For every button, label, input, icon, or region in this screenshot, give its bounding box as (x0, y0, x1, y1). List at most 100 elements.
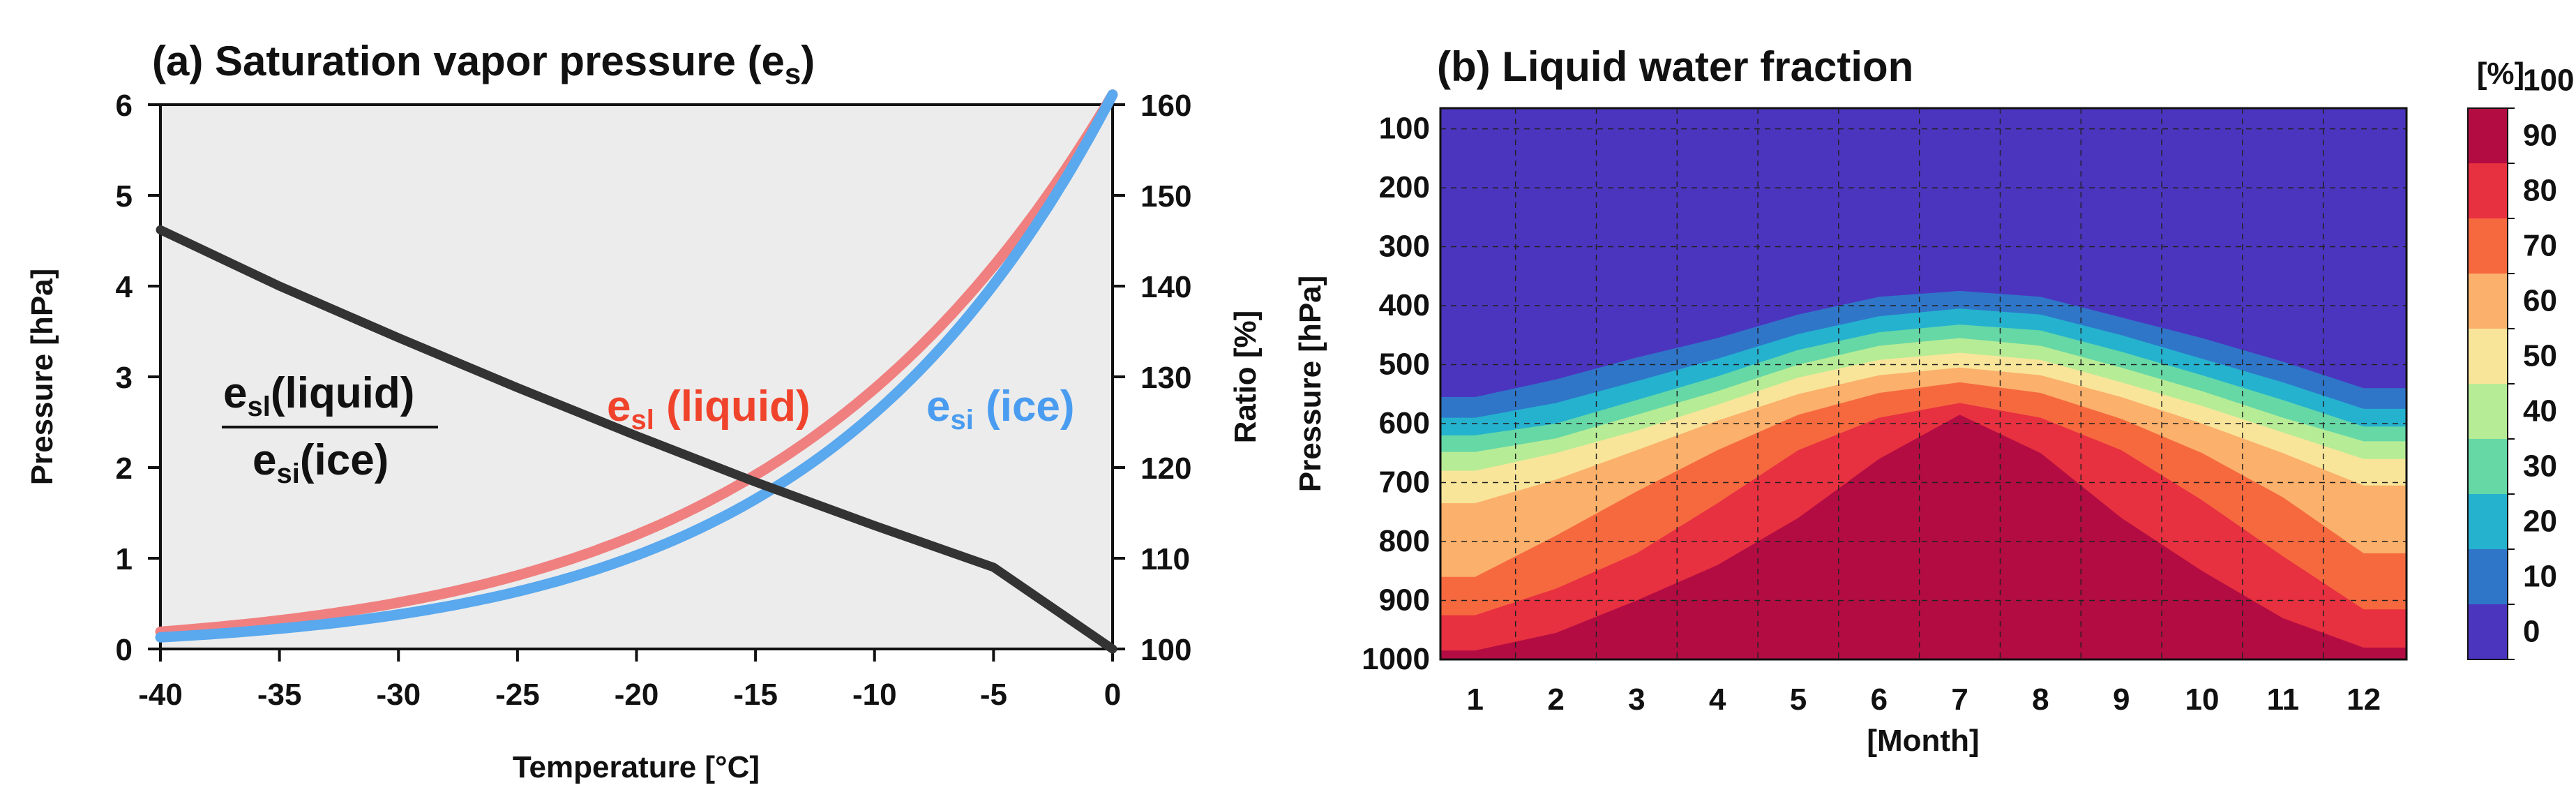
y-tick-label: 1000 (1362, 642, 1430, 676)
label-liquid-rest: (liquid) (654, 382, 811, 431)
panel-a-x-axis-label: Temperature [°C] (513, 750, 760, 784)
x-tick-label: 9 (2113, 682, 2130, 717)
panel-a-title-sub: s (785, 57, 801, 90)
colorbar-label: 90 (2523, 119, 2557, 153)
colorbar-swatch (2468, 549, 2508, 604)
panel-b-title: (b) Liquid water fraction (1437, 43, 1913, 90)
y2-tick-label: 120 (1140, 451, 1191, 486)
colorbar-swatch (2468, 439, 2508, 494)
colorbar-swatch (2468, 163, 2508, 218)
panel-a-axis-ticks: -40 -35 -30 -25 -20 -15 -10 -5 0 0 1 2 3 4 5 6 100 110 120… (116, 89, 1192, 712)
colorbar-label: 20 (2523, 505, 2557, 539)
colorbar-label: 0 (2523, 615, 2540, 649)
label-liquid-sub: sl (631, 405, 654, 435)
y-tick-label: 4 (116, 270, 133, 304)
series-liquid-line (155, 89, 1118, 637)
label-ice-sub: si (950, 405, 973, 435)
x-tick-label: 5 (1790, 682, 1807, 717)
colorbar-label: 40 (2523, 394, 2557, 428)
y2-tick-label: 160 (1140, 89, 1191, 123)
colorbar-label: 50 (2523, 339, 2557, 373)
panel-a-title-main: (a) Saturation vapor pressure (e (152, 38, 785, 84)
x-tick-label: -15 (733, 678, 778, 712)
colorbar-label: 100 (2523, 64, 2574, 98)
y-tick-label: 2 (116, 451, 133, 486)
colorbar-swatch (2468, 494, 2508, 549)
y-tick-label: 700 (1379, 465, 1430, 500)
x-tick-label: -5 (980, 678, 1007, 712)
x-tick-label: 7 (1951, 682, 1968, 717)
x-tick-label: -10 (852, 678, 897, 712)
y-tick-label: 600 (1379, 406, 1430, 440)
y-tick-label: 100 (1379, 112, 1430, 146)
panel-a-saturation-vapor-pressure: (a) Saturation vapor pressure (es) -40 -3… (25, 38, 1263, 784)
x-tick-label: 2 (1547, 682, 1564, 717)
colorbar-label: 70 (2523, 229, 2557, 263)
panel-b-grid (1440, 108, 2406, 660)
colorbar-swatch (2468, 218, 2508, 274)
x-tick-label: 8 (2032, 682, 2049, 717)
panel-b-frame (1439, 107, 2408, 661)
label-ice-rest: (ice) (974, 382, 1075, 431)
panel-a-title: (a) Saturation vapor pressure (es) (152, 38, 815, 90)
y-tick-label: 0 (116, 633, 133, 667)
x-tick-label: 3 (1628, 682, 1645, 717)
label-liquid-main: e (607, 382, 631, 431)
panel-b-y-axis-label: Pressure [hPa] (1293, 276, 1327, 493)
colorbar-label: 30 (2523, 449, 2557, 484)
y-tick-label: 6 (116, 89, 133, 123)
panel-b-liquid-water-fraction: (b) Liquid water fraction 1 2 3 4 5 6 7 8 9 10 11 1… (1293, 43, 2574, 758)
x-tick-label: 6 (1871, 682, 1888, 717)
label-ratio-num-main: e (223, 369, 247, 417)
colorbar-swatch (2468, 604, 2508, 659)
panel-a-y2-axis-label: Ratio [%] (1228, 311, 1263, 444)
y2-tick-label: 100 (1140, 633, 1191, 667)
label-liquid: esl (liquid) (607, 382, 811, 435)
series-ice-line (155, 89, 1118, 643)
x-tick-label: 4 (1709, 682, 1726, 717)
y-tick-label: 400 (1379, 288, 1430, 322)
x-tick-label: 0 (1104, 678, 1121, 712)
panel-b-x-axis-label: [Month] (1867, 724, 1979, 758)
y2-tick-label: 130 (1140, 361, 1191, 395)
label-ratio-den-rest: (ice) (300, 436, 389, 484)
colorbar-label: 80 (2523, 174, 2557, 208)
colorbar-swatch (2468, 108, 2508, 163)
x-tick-label: 10 (2185, 682, 2220, 717)
x-tick-label: 11 (2267, 682, 2300, 717)
colorbar: 0 10 20 30 40 50 60 70 80 90 100 (2467, 64, 2574, 660)
label-ratio-den-sub: si (276, 458, 299, 489)
label-ratio-num-rest: (liquid) (271, 369, 415, 417)
y-tick-label: 300 (1379, 230, 1430, 264)
y-tick-label: 800 (1379, 524, 1430, 558)
panel-b-axis-ticks: 1 2 3 4 5 6 7 8 9 10 11 121002003004005006007008009… (1362, 112, 2381, 717)
label-ratio-numerator: esl(liquid) (223, 369, 414, 422)
y2-tick-label: 140 (1140, 270, 1191, 304)
x-tick-label: -20 (615, 678, 659, 712)
x-tick-label: -25 (495, 678, 540, 712)
colorbar-swatch (2468, 274, 2508, 329)
x-tick-label: 12 (2347, 682, 2381, 717)
x-tick-label: -35 (257, 678, 302, 712)
x-tick-label: 1 (1467, 682, 1484, 717)
label-ratio-den-main: e (253, 436, 276, 484)
x-tick-label: -30 (376, 678, 421, 712)
colorbar-swatch (2468, 384, 2508, 439)
panel-a-title-close: ) (801, 38, 815, 84)
y-tick-label: 900 (1379, 583, 1430, 618)
y-tick-label: 200 (1379, 170, 1430, 204)
label-ice: esi (ice) (926, 382, 1075, 435)
y-tick-label: 5 (116, 179, 133, 214)
panel-a-y-axis-label: Pressure [hPa] (25, 269, 59, 486)
y-tick-label: 3 (116, 361, 133, 395)
contour-fills (1440, 108, 2406, 659)
contour-band-90 (1440, 415, 2406, 659)
colorbar-swatch (2468, 329, 2508, 384)
colorbar-label: 60 (2523, 284, 2557, 318)
label-ratio-denominator: esi(ice) (253, 436, 389, 489)
y-tick-label: 500 (1379, 348, 1430, 382)
series-ratio-line (156, 225, 1117, 654)
colorbar-title: [%] (2477, 57, 2524, 91)
y-tick-label: 1 (116, 542, 133, 576)
